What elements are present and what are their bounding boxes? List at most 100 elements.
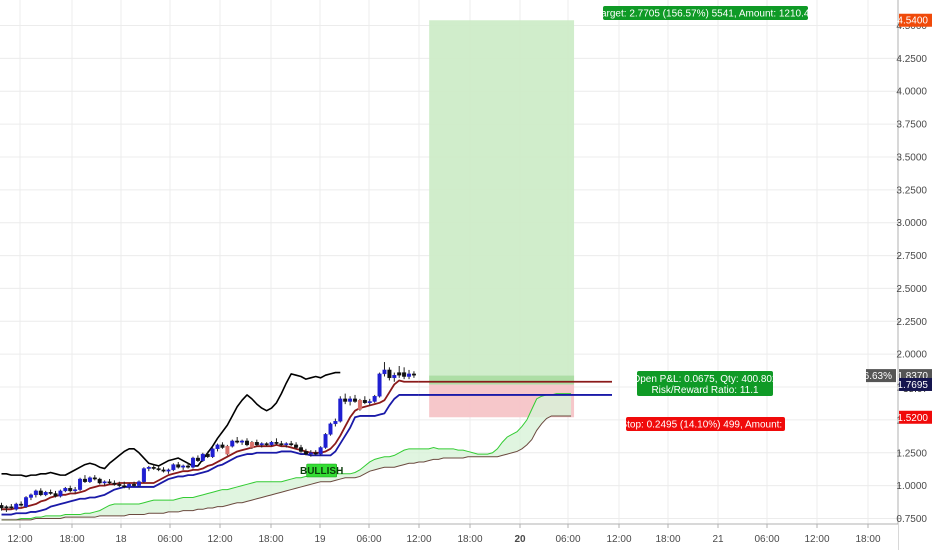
candle-body (318, 447, 323, 455)
candle-body (254, 442, 259, 446)
candle-body (397, 372, 402, 376)
candle-body (220, 444, 225, 448)
candle-body (411, 373, 416, 376)
bullish-label: BULLISH (300, 466, 343, 477)
y-tick-label: 3.5000 (896, 152, 927, 163)
candle-body (303, 451, 308, 455)
candle-body (387, 369, 392, 379)
y-tick-label: 2.5000 (896, 284, 927, 295)
x-tick-label: 06:00 (356, 534, 381, 545)
candle-body (343, 398, 348, 402)
candle-body (392, 375, 397, 379)
candle-body (338, 398, 343, 422)
candle-body (362, 399, 367, 404)
entry-price-tag-box (899, 377, 932, 391)
x-tick-label: 06:00 (555, 534, 580, 545)
candle-body (269, 442, 274, 446)
candle-body (151, 467, 156, 469)
stop-label-box (626, 417, 785, 431)
price-axis-background (898, 0, 932, 550)
x-tick-label: 06:00 (754, 534, 779, 545)
candle-body (289, 443, 294, 446)
candle-body (0, 505, 4, 509)
candle-body (127, 484, 132, 488)
change-percent-tag-box (866, 369, 896, 383)
y-tick-label: 2.7500 (896, 251, 927, 262)
position-labels: Target: 2.7705 (156.57%) 5541, Amount: 1… (300, 6, 815, 478)
position-zones (429, 20, 575, 418)
stop-label: Stop: 0.2495 (14.10%) 499, Amount: 0 (620, 420, 791, 431)
target-price-tag-box (899, 13, 932, 27)
x-tick-label: 06:00 (157, 534, 182, 545)
time-axis-background (0, 524, 898, 550)
candle-body (4, 506, 9, 509)
ichimoku-cloud (1, 393, 572, 521)
indicator-line-1 (1, 371, 341, 478)
open-pnl-zone (429, 375, 575, 385)
y-tick-label: 3.2500 (896, 185, 927, 196)
candle-body (195, 457, 200, 461)
candle-body (107, 481, 112, 484)
y-tick-label: 4.2500 (896, 54, 927, 65)
candle-body (73, 489, 78, 492)
candle-body (367, 401, 372, 404)
candle-body (294, 444, 299, 448)
change-percent-tag: 116.63% (853, 371, 892, 382)
candle-body (372, 396, 377, 402)
candle-body (323, 434, 328, 448)
stop-price-tag: 1.5200 (897, 413, 928, 424)
candle-body (112, 482, 117, 485)
candle-body (24, 497, 29, 507)
candle-body (274, 442, 279, 444)
candle-body (313, 452, 318, 455)
candle-body (308, 452, 313, 455)
bullish-marker (306, 463, 337, 478)
candle-body (176, 464, 181, 468)
candle-body (186, 465, 191, 468)
candle-body (225, 445, 230, 455)
candle-body (9, 506, 14, 509)
candles[interactable] (0, 362, 416, 512)
candle-body (205, 453, 210, 457)
x-tick-label: 12:00 (207, 534, 232, 545)
candle-body (264, 443, 269, 446)
target-price-tag: 4.5400 (897, 16, 928, 27)
y-tick-label: 0.7500 (896, 514, 927, 525)
target-label-box (603, 6, 808, 20)
candle-body (249, 442, 254, 448)
y-tick-label: 3.0000 (896, 218, 927, 229)
candle-body (141, 468, 146, 482)
candle-body (43, 492, 48, 496)
x-tick-label: 18:00 (855, 534, 880, 545)
candle-body (215, 444, 220, 450)
candle-body (48, 492, 53, 494)
x-tick-label: 18:00 (655, 534, 680, 545)
x-tick-label: 12:00 (406, 534, 431, 545)
x-tick-label: 21 (712, 534, 724, 545)
candle-body (279, 443, 284, 446)
candle-body (210, 448, 215, 457)
candle-body (19, 503, 24, 506)
candle-body (328, 423, 333, 435)
x-tick-label: 12:00 (804, 534, 829, 545)
candle-body (181, 465, 186, 468)
candle-body (38, 490, 43, 496)
y-tick-label: 2.0000 (896, 350, 927, 361)
open-pnl-label: Open P&L: 0.0675, Qty: 400.802 (632, 374, 778, 385)
candle-body (190, 457, 195, 468)
candle-body (166, 469, 171, 472)
candle-body (87, 477, 92, 482)
stop-price-tag-box (899, 410, 932, 424)
cloud-span-a-line (1, 393, 572, 521)
indicator-line-2 (1, 379, 419, 511)
candle-body (92, 477, 97, 480)
y-tick-label: 1.2500 (896, 448, 927, 459)
candle-body (240, 440, 245, 443)
candle-body (244, 440, 249, 446)
candle-body (53, 493, 58, 497)
candle-body (14, 503, 19, 510)
x-tick-label: 18 (115, 534, 127, 545)
candle-body (171, 464, 176, 471)
